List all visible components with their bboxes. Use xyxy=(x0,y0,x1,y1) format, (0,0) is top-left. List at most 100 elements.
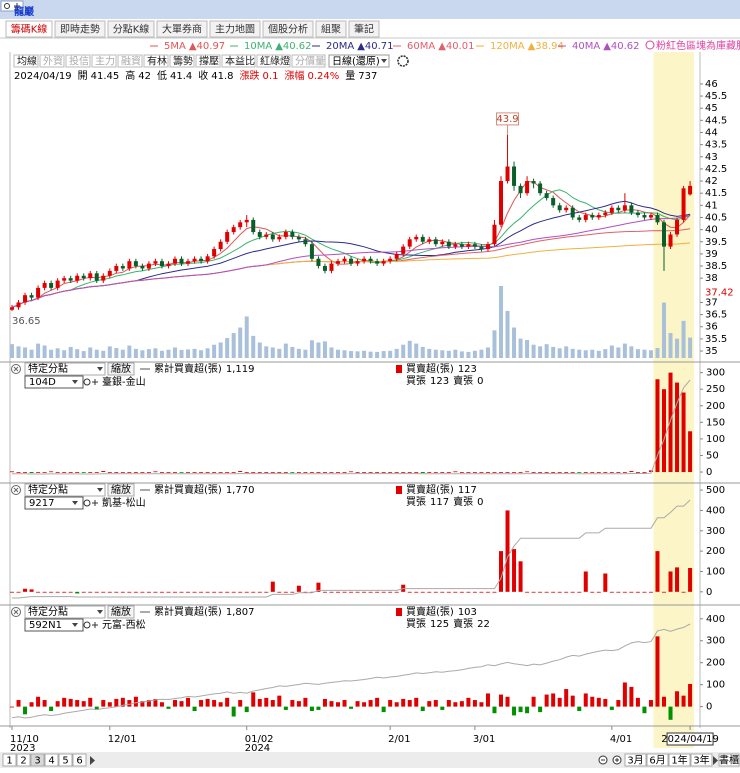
settings-icon[interactable] xyxy=(397,55,409,67)
zoom-label[interactable]: 縮放 xyxy=(111,605,131,618)
zoom-label[interactable]: 縮放 xyxy=(111,483,131,496)
tab[interactable] xyxy=(262,20,314,38)
tool-label[interactable]: 籌勢 xyxy=(173,55,193,68)
tab[interactable] xyxy=(107,20,155,38)
net-bar xyxy=(564,591,569,593)
page-button[interactable] xyxy=(30,753,45,767)
search-box[interactable] xyxy=(0,0,24,12)
tab[interactable] xyxy=(209,20,261,38)
tab[interactable] xyxy=(348,20,380,38)
tool-button[interactable] xyxy=(169,54,195,68)
shelf-button[interactable] xyxy=(718,753,740,767)
tool-label[interactable]: 投信 xyxy=(69,55,89,68)
net-bar xyxy=(49,591,54,593)
page-label[interactable]: 2 xyxy=(20,756,26,767)
tool-button[interactable] xyxy=(65,54,91,68)
net-bar xyxy=(23,706,28,715)
range-label[interactable]: 6月 xyxy=(649,755,665,767)
page-button[interactable] xyxy=(58,753,73,767)
search-icon[interactable] xyxy=(83,378,91,386)
zoom-button[interactable] xyxy=(107,483,135,497)
tab-label[interactable]: 大單券商 xyxy=(162,23,202,36)
search-icon[interactable] xyxy=(83,621,91,629)
page-label[interactable]: 5 xyxy=(62,756,68,767)
tab-label[interactable]: 分點K線 xyxy=(113,23,150,36)
tool-button[interactable] xyxy=(143,54,169,68)
tool-label[interactable]: 融資 xyxy=(121,56,141,68)
tool-label[interactable]: 分價量 xyxy=(295,55,325,68)
page-label[interactable]: 1 xyxy=(6,756,12,767)
broker-code[interactable]: 104D xyxy=(29,377,56,388)
net-bar xyxy=(381,472,386,473)
add-icon[interactable] xyxy=(92,500,98,506)
range-label[interactable]: 3年 xyxy=(693,754,709,767)
tab-label[interactable]: 組聚 xyxy=(321,23,341,36)
tool-label[interactable]: 紅綠燈 xyxy=(260,56,290,68)
tool-label[interactable]: 有林 xyxy=(147,55,167,68)
dropdown-arrow xyxy=(72,623,78,627)
range-button[interactable] xyxy=(646,753,669,767)
broker-code[interactable]: 9217 xyxy=(29,498,54,509)
period-label[interactable]: 日線(還原) xyxy=(332,55,380,68)
range-button[interactable] xyxy=(668,753,691,767)
volume-bar xyxy=(342,350,347,358)
tool-button[interactable] xyxy=(91,54,117,68)
add-icon[interactable] xyxy=(92,622,98,628)
broker-code[interactable]: 592N1 xyxy=(29,620,62,631)
tab-label[interactable]: 個股分析 xyxy=(268,23,308,36)
tool-label[interactable]: 主力 xyxy=(95,55,115,68)
tool-button[interactable] xyxy=(291,54,326,68)
cum-legend: 累計買賣超(張) 1,770 xyxy=(154,483,254,496)
next-arrow[interactable] xyxy=(90,756,95,765)
range-button[interactable] xyxy=(690,753,713,767)
page-label[interactable]: 6 xyxy=(76,756,82,767)
tool-label[interactable]: 撐壓 xyxy=(199,55,219,68)
net-bar xyxy=(55,472,60,473)
tool-label[interactable]: 外資 xyxy=(43,56,63,68)
tool-label[interactable]: 本益比 xyxy=(225,55,255,68)
search-icon[interactable] xyxy=(83,499,91,507)
page-label[interactable]: 3 xyxy=(34,756,40,767)
page-button[interactable] xyxy=(72,753,87,767)
tab[interactable] xyxy=(156,20,208,38)
page-button[interactable] xyxy=(2,753,17,767)
tool-button[interactable] xyxy=(221,54,256,68)
range-label[interactable]: 3月 xyxy=(627,755,643,767)
range-label[interactable]: 1年 xyxy=(671,754,687,767)
selector-box[interactable] xyxy=(24,483,106,497)
zoom-button[interactable] xyxy=(107,362,135,376)
tab[interactable] xyxy=(315,20,347,38)
zoom-label[interactable]: 縮放 xyxy=(111,362,131,375)
selector-box[interactable] xyxy=(24,362,106,376)
page-button[interactable] xyxy=(44,753,59,767)
tool-button[interactable] xyxy=(39,54,65,68)
page-button[interactable] xyxy=(16,753,31,767)
selector-label[interactable]: 特定分點 xyxy=(28,362,68,375)
tab-label[interactable]: 籌碼K線 xyxy=(11,23,48,36)
tab-label[interactable]: 主力地圖 xyxy=(215,23,255,36)
tool-label[interactable]: 均線 xyxy=(17,55,37,68)
period-select[interactable] xyxy=(328,54,390,68)
code-box[interactable] xyxy=(24,496,84,510)
selector-label[interactable]: 特定分點 xyxy=(28,483,68,496)
selector-label[interactable]: 特定分點 xyxy=(28,605,68,618)
tab[interactable] xyxy=(54,20,106,38)
tool-button[interactable] xyxy=(13,54,39,68)
stock-title[interactable]: 龍巖 xyxy=(14,5,35,18)
net-bar xyxy=(440,706,445,710)
page-label[interactable]: 4 xyxy=(48,756,54,767)
shelf-label[interactable]: 書櫃 xyxy=(719,754,739,767)
add-icon[interactable] xyxy=(92,379,98,385)
tab-label[interactable]: 筆記 xyxy=(354,23,374,36)
tool-button[interactable] xyxy=(195,54,221,68)
tool-button[interactable] xyxy=(117,54,143,68)
tab-label[interactable]: 即時走勢 xyxy=(60,23,100,36)
next-arrow[interactable] xyxy=(713,756,718,765)
code-box[interactable] xyxy=(24,618,84,632)
selector-box[interactable] xyxy=(24,605,106,619)
zoom-button[interactable] xyxy=(107,605,135,619)
tool-button[interactable] xyxy=(256,54,291,68)
code-box[interactable] xyxy=(24,375,84,389)
range-button[interactable] xyxy=(624,753,647,767)
tab[interactable] xyxy=(5,20,53,38)
